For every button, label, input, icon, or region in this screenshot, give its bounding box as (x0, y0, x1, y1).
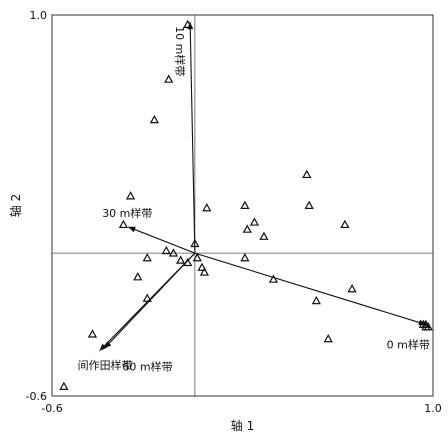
vector-arrowhead (104, 341, 112, 349)
vector-arrowhead (128, 226, 136, 233)
y-axis-label: 轴 2 (8, 194, 23, 217)
data-point (118, 219, 129, 229)
data-point (161, 245, 171, 255)
vector-label: 10 m样带 (173, 26, 187, 76)
data-point (240, 253, 250, 262)
data-point (149, 114, 160, 124)
data-point (87, 329, 98, 338)
vector-line (99, 252, 196, 352)
data-point (423, 322, 433, 331)
data-point (202, 203, 212, 212)
data-point (259, 231, 269, 240)
data-point (133, 272, 143, 281)
vector-arrowhead (99, 343, 107, 351)
data-point (192, 253, 202, 262)
data-point (268, 274, 279, 283)
vector-arrowhead (418, 319, 426, 326)
data-point (323, 334, 333, 343)
x-tick-label: 1.0 (424, 402, 442, 415)
vector-line (127, 226, 196, 254)
vector-line (194, 252, 427, 326)
y-tick-label: -0.6 (26, 390, 47, 403)
vector-arrowhead (187, 22, 194, 30)
x-tick-label: -0.6 (41, 402, 62, 415)
x-axis-label: 轴 1 (231, 418, 254, 433)
data-point (197, 262, 207, 271)
data-point (199, 267, 210, 276)
tick-labels: -0.6 1.0 1.0 -0.6 (26, 9, 442, 415)
data-point (242, 224, 252, 233)
data-point (302, 169, 312, 179)
data-point (340, 219, 350, 229)
data-point (168, 248, 179, 257)
vector-label: 0 m样带 (387, 338, 430, 352)
vector-label: 60 m样带 (122, 359, 172, 373)
data-point (311, 295, 321, 305)
vector-label: 间作田样带 (78, 358, 133, 372)
data-point (59, 381, 69, 390)
y-tick-label: 1.0 (30, 9, 48, 22)
plot-frame (51, 14, 434, 397)
vector-label: 30 m样带 (102, 206, 152, 220)
data-point (249, 217, 260, 226)
data-point (142, 253, 152, 262)
data-point (164, 74, 174, 83)
data-point (347, 284, 357, 293)
data-point (125, 191, 136, 200)
data-point (175, 255, 186, 264)
data-point (304, 200, 314, 209)
vector-line (189, 22, 196, 254)
data-point (240, 200, 250, 209)
